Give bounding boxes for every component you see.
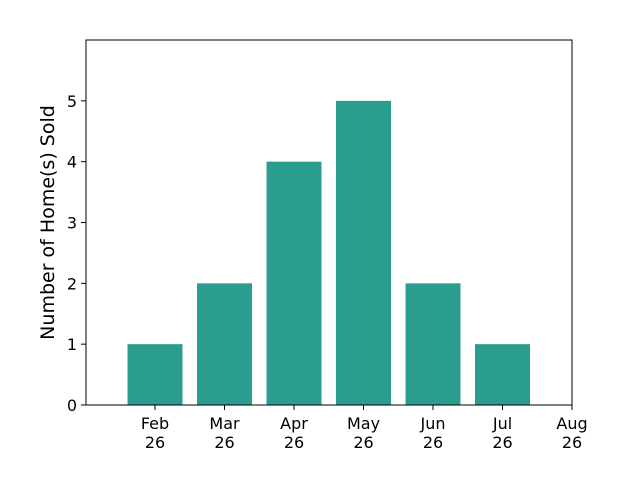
x-tick-label-3: May 26 bbox=[347, 414, 380, 452]
bar-1 bbox=[197, 283, 252, 405]
bar-2 bbox=[266, 161, 322, 405]
y-tick-label-2: 2 bbox=[67, 274, 77, 293]
y-tick-label-3: 3 bbox=[67, 214, 77, 233]
y-axis: 0 1 2 3 4 5 bbox=[67, 92, 86, 415]
bar-5 bbox=[475, 344, 530, 405]
x-tick-label-2: Apr 26 bbox=[280, 414, 308, 452]
bars-group bbox=[127, 100, 530, 405]
plot-frame bbox=[85, 39, 573, 406]
bar-3 bbox=[336, 100, 391, 405]
x-axis: Feb 26 Mar 26 Apr 26 May 26 Jun 26 Jul 26 Aug 26 bbox=[141, 405, 588, 452]
y-tick-label-1: 1 bbox=[67, 335, 77, 354]
x-tick-label-1: Mar 26 bbox=[209, 414, 240, 452]
bar-4 bbox=[405, 283, 461, 405]
bar-0 bbox=[127, 344, 183, 405]
x-tick-label-4: Jun 26 bbox=[420, 414, 446, 452]
x-tick-label-5: Jul 26 bbox=[492, 414, 513, 452]
x-tick-label-6: Aug 26 bbox=[556, 414, 587, 452]
x-tick-label-0: Feb 26 bbox=[141, 414, 169, 452]
y-tick-label-0: 0 bbox=[67, 396, 77, 415]
y-tick-label-5: 5 bbox=[67, 92, 77, 111]
y-axis-label: Number of Home(s) Sold bbox=[37, 105, 59, 340]
y-tick-label-4: 4 bbox=[67, 153, 77, 172]
